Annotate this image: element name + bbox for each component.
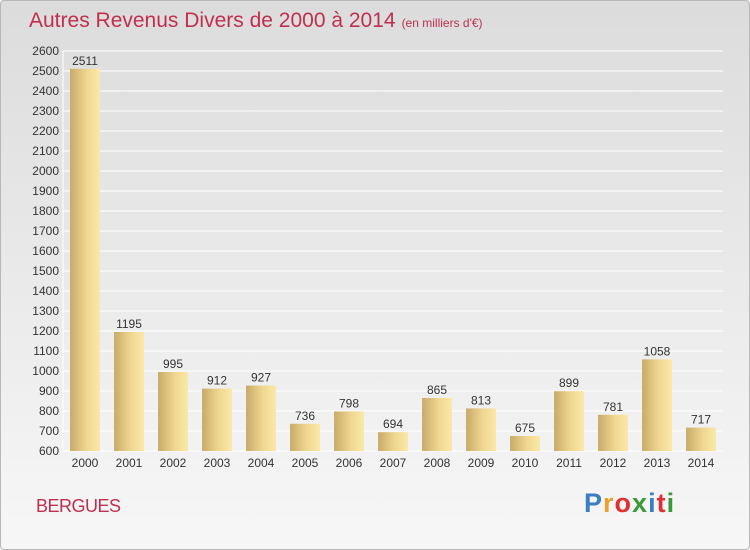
proxiti-logo[interactable]: Proxiti — [584, 488, 676, 518]
x-tick-label: 2013 — [644, 456, 671, 470]
y-tick-label: 1100 — [33, 344, 59, 358]
bars — [70, 68, 716, 452]
y-tick-label: 1800 — [32, 204, 59, 218]
bar — [554, 391, 584, 451]
x-tick-label: 2003 — [204, 456, 231, 470]
x-tick-label: 2006 — [336, 456, 363, 470]
data-label: 798 — [339, 396, 359, 410]
y-tick-label: 1000 — [32, 364, 59, 378]
bar — [290, 423, 320, 451]
y-tick-label: 1200 — [32, 324, 59, 338]
x-tick-label: 2004 — [248, 456, 275, 470]
x-tick-label: 2009 — [468, 456, 495, 470]
y-tick-label: 2500 — [32, 64, 59, 78]
x-tick-label: 2014 — [688, 456, 715, 470]
data-labels: 2511 1195 995 912 927 736 798 694 865 813 675 899 78… — [72, 54, 711, 435]
x-tick-label: 2007 — [380, 456, 407, 470]
data-label: 865 — [427, 383, 447, 397]
bar — [70, 68, 100, 452]
bar — [598, 414, 628, 451]
y-tick-label: 700 — [39, 424, 59, 438]
data-label: 1058 — [644, 344, 671, 358]
x-tick-label: 2012 — [600, 456, 627, 470]
x-tick-label: 2001 — [116, 456, 143, 470]
data-label: 813 — [471, 393, 491, 407]
chart-title: Autres Revenus Divers de 2000 à 2014 (en … — [29, 9, 483, 33]
y-tick-label: 2300 — [32, 104, 59, 118]
bar — [378, 432, 408, 451]
y-tick-label: 1700 — [32, 224, 59, 238]
x-axis: 2000 2001 2002 2003 2004 2005 2006 2007 2008 2009… — [72, 456, 715, 470]
x-tick-label: 2010 — [512, 456, 539, 470]
y-axis: 600 700 800 900 1000 1100 1200 1300 1400 1500 1600… — [32, 44, 64, 458]
data-label: 781 — [603, 400, 623, 414]
bar — [114, 332, 144, 451]
y-tick-label: 2100 — [32, 144, 59, 158]
y-tick-label: 1600 — [32, 244, 59, 258]
y-tick-label: 1300 — [32, 304, 59, 318]
data-label: 1195 — [116, 317, 142, 331]
bar — [334, 411, 364, 451]
x-tick-label: 2011 — [556, 456, 582, 470]
data-label: 717 — [691, 413, 711, 427]
y-tick-label: 800 — [39, 404, 59, 418]
y-tick-label: 1500 — [32, 264, 59, 278]
y-tick-label: 1400 — [32, 284, 59, 298]
chart-subtitle: (en milliers d'€) — [401, 16, 483, 30]
data-label: 995 — [163, 357, 183, 371]
chart-title-text: Autres Revenus Divers de 2000 à 2014 — [29, 9, 396, 32]
y-tick-label: 2000 — [32, 164, 59, 178]
x-tick-label: 2005 — [292, 456, 319, 470]
data-label: 694 — [383, 417, 403, 431]
bar — [642, 359, 672, 451]
bar — [510, 436, 540, 451]
y-tick-label: 2200 — [32, 124, 59, 138]
bar — [246, 385, 276, 451]
data-label: 927 — [251, 371, 271, 385]
bar — [466, 408, 496, 451]
y-tick-label: 2600 — [32, 44, 59, 58]
data-label: 675 — [515, 421, 535, 435]
x-tick-label: 2008 — [424, 456, 451, 470]
bar — [158, 372, 188, 451]
y-tick-label: 2400 — [32, 84, 59, 98]
y-tick-label: 900 — [39, 384, 59, 398]
x-tick-label: 2002 — [160, 456, 187, 470]
y-tick-label: 600 — [39, 444, 59, 458]
y-tick-label: 1900 — [32, 184, 59, 198]
bar — [202, 388, 232, 451]
x-tick-label: 2000 — [72, 456, 99, 470]
bar — [686, 427, 716, 451]
data-label: 2511 — [72, 54, 98, 68]
city-name: BERGUES — [36, 496, 121, 516]
data-label: 899 — [559, 376, 579, 390]
data-label: 912 — [207, 374, 227, 388]
data-label: 736 — [295, 409, 315, 423]
bar — [422, 398, 452, 451]
